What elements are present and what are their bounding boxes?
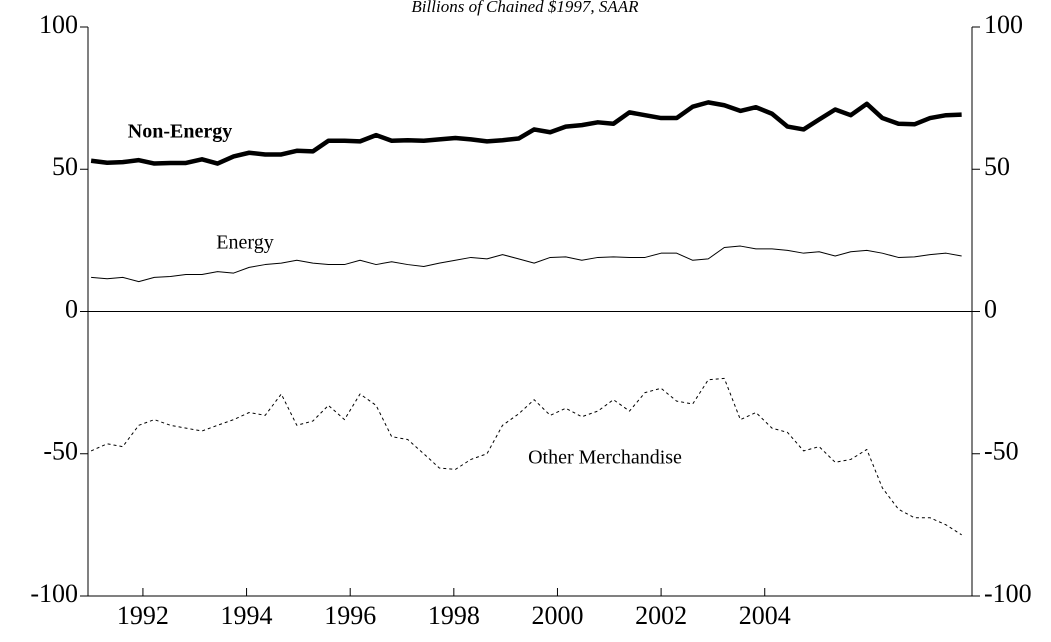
y2-tick-label: 0 <box>984 294 997 323</box>
x-tick-label: 1998 <box>428 601 480 630</box>
series-label: Other Merchandise <box>528 447 682 469</box>
y2-tick-label: -50 <box>984 437 1019 466</box>
series-line <box>90 377 962 536</box>
series-label: Energy <box>216 232 273 254</box>
y-tick-label: 100 <box>39 10 78 39</box>
y2-tick-label: 50 <box>984 152 1010 181</box>
series-label: Non-Energy <box>128 121 232 143</box>
x-tick-label: 1994 <box>221 601 273 630</box>
x-tick-label: 2000 <box>531 601 583 630</box>
y-tick-label: -100 <box>30 579 78 608</box>
y2-tick-label: 100 <box>984 10 1023 39</box>
x-tick-label: 1992 <box>117 601 169 630</box>
x-tick-label: 2004 <box>739 601 791 630</box>
series-line <box>91 245 962 283</box>
x-tick-label: 2002 <box>635 601 687 630</box>
y-tick-label: 50 <box>52 152 78 181</box>
chart-subtitle: Billions of Chained $1997, SAAR <box>411 0 639 16</box>
x-tick-label: 1996 <box>324 601 376 630</box>
y-tick-label: -50 <box>43 437 78 466</box>
y-tick-label: 0 <box>65 294 78 323</box>
y2-tick-label: -100 <box>984 579 1032 608</box>
series-line <box>90 100 962 166</box>
